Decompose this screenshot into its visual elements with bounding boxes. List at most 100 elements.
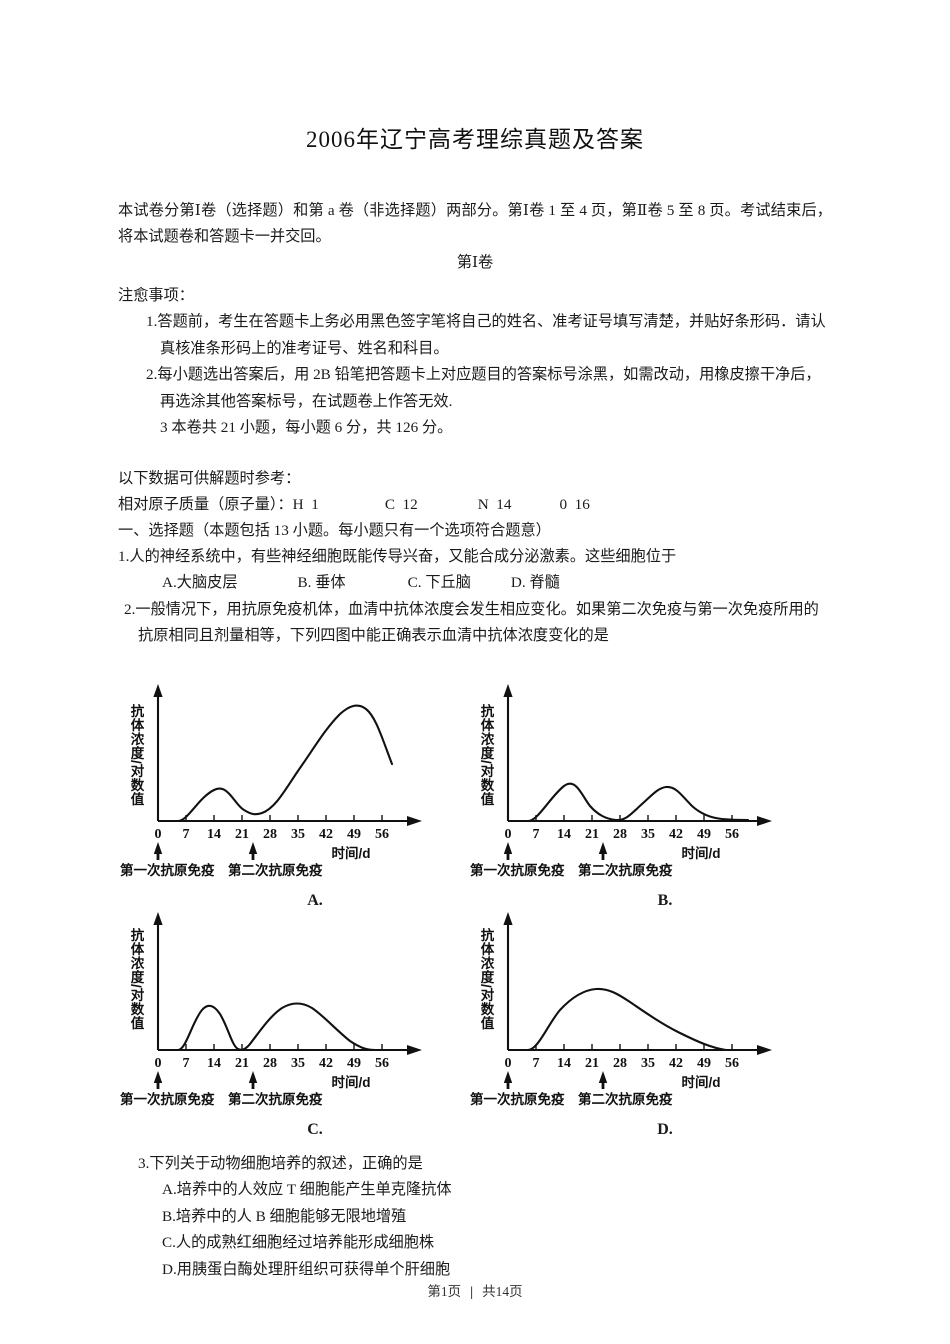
chart-c-tick-labels: 0 7 14 21 28 35 42 49 56 (155, 1056, 390, 1071)
figure-panel-b: 抗体浓度/对数值 (460, 676, 810, 910)
chart-d-second-immunization-label: 第二次抗原免疫 (578, 1091, 673, 1107)
atomic-mass-line: 相对原子质量（原子量）：H 1 C 12 N 14 0 16 (118, 492, 832, 518)
svg-text:7: 7 (533, 827, 540, 842)
chart-b-second-immunization-arrow (598, 841, 608, 854)
chart-c-svg: 抗体浓度/对数值 (120, 911, 422, 1107)
atomic-symbol-h: H (292, 495, 304, 513)
svg-text:42: 42 (669, 827, 683, 842)
note-item: 1.答题前，考生在答题卡上务必用黑色签字笔将自己的姓名、准考证号填写清楚，并贴好… (146, 313, 826, 357)
figure-panel-a: 抗体浓度/对数值 (110, 676, 460, 910)
chart-a-first-immunization-label: 第一次抗原免疫 (120, 862, 215, 878)
svg-text:49: 49 (697, 827, 711, 842)
svg-text:56: 56 (725, 1056, 739, 1071)
svg-text:7: 7 (533, 1056, 540, 1071)
atomic-value-h: 1 (311, 495, 319, 513)
question-1-options: A.大脑皮层 B. 垂体 C. 下丘脑 D. 脊髓 (118, 570, 832, 597)
question-1: 1.人的神经系统中，有些神经细胞既能传导兴奋，又能合成分泌激素。这些细胞位于 A… (118, 544, 832, 597)
svg-text:56: 56 (375, 1056, 389, 1071)
chart-b-annotation-labels: 第一次抗原免疫 第二次抗原免疫 (470, 862, 673, 878)
reference-section: 以下数据可供解题时参考： 相对原子质量（原子量）：H 1 C 12 N 14 0 16… (118, 466, 832, 544)
figure-panel-d: 抗体浓度/对数值 (460, 910, 810, 1139)
chart-d-first-immunization-label: 第一次抗原免疫 (470, 1091, 565, 1107)
question-3-stem: 3.下列关于动物细胞培养的叙述，正确的是 (138, 1154, 423, 1172)
reference-label: 以下数据可供解题时参考： (118, 469, 301, 487)
chart-b-tick-labels: 0 7 14 21 28 35 42 49 56 (505, 827, 740, 842)
chart-d-second-immunization-arrow (598, 1070, 608, 1083)
option-a[interactable]: A.大脑皮层 (162, 574, 238, 591)
question-2-stem: 2.一般情况下，用抗原免疫机体，血清中抗体浓度会发生相应变化。如果第二次免疫与第… (124, 600, 819, 645)
footer-current-page: 第1页 (427, 1284, 462, 1299)
antibody-concentration-figures: 抗体浓度/对数值 (110, 676, 810, 1139)
question-3-option-c[interactable]: C.人的成熟红细胞经过培养能形成细胞株 (162, 1234, 435, 1251)
chart-c-first-immunization-label: 第一次抗原免疫 (120, 1091, 215, 1107)
section-one-header: 一、选择题（本题包括 13 小题。每小题只有一个选项符合题意） (118, 521, 551, 539)
svg-text:0: 0 (155, 827, 162, 842)
chart-c-ylabel: 抗体浓度/对数值 (129, 926, 145, 1029)
chart-a-immunization-markers (153, 841, 258, 860)
svg-text:14: 14 (557, 827, 571, 842)
svg-text:35: 35 (641, 827, 655, 842)
chart-c-annotation-labels: 第一次抗原免疫 第二次抗原免疫 (120, 1091, 323, 1107)
svg-text:49: 49 (347, 1056, 361, 1071)
atomic-symbol-o: 0 (559, 495, 568, 513)
chart-d-panel-letter: D. (657, 1120, 673, 1138)
chart-b-y-arrowhead (503, 683, 513, 697)
svg-text:49: 49 (697, 1056, 711, 1071)
chart-c-panel-letter: C. (307, 1120, 323, 1138)
chart-b-curve (526, 782, 750, 822)
svg-text:14: 14 (207, 1056, 221, 1071)
chart-a-second-immunization-label: 第二次抗原免疫 (228, 862, 323, 878)
svg-text:21: 21 (585, 827, 599, 842)
svg-text:7: 7 (183, 827, 190, 842)
svg-text:21: 21 (235, 827, 249, 842)
atomic-value-c: 12 (402, 495, 418, 513)
svg-text:35: 35 (291, 1056, 305, 1071)
chart-b-first-immunization-arrow (503, 841, 513, 854)
chart-b-x-arrowhead (757, 815, 772, 826)
option-c[interactable]: C. 下丘脑 (407, 574, 471, 591)
svg-text:28: 28 (263, 827, 277, 842)
footer-total-pages: 共14页 (482, 1284, 523, 1299)
svg-text:56: 56 (375, 827, 389, 842)
chart-d-tick-labels: 0 7 14 21 28 35 42 49 56 (505, 1056, 740, 1071)
svg-text:0: 0 (505, 1056, 512, 1071)
svg-text:21: 21 (585, 1056, 599, 1071)
svg-text:14: 14 (557, 1056, 571, 1071)
atomic-value-n: 14 (496, 495, 512, 513)
chart-a-annotation-labels: 第一次抗原免疫 第二次抗原免疫 (120, 862, 323, 878)
chart-c-immunization-markers (153, 1070, 258, 1089)
question-3: 3.下列关于动物细胞培养的叙述，正确的是 A.培养中的人效应 T 细胞能产生单克… (118, 1151, 832, 1284)
atomic-symbol-n: N (477, 495, 489, 513)
chart-a-second-immunization-arrow (248, 841, 258, 854)
svg-text:56: 56 (725, 827, 739, 842)
chart-c-xticks (185, 1043, 383, 1050)
chart-d-x-arrowhead (757, 1044, 772, 1055)
footer-separator: | (470, 1284, 474, 1299)
option-b[interactable]: B. 垂体 (297, 574, 346, 591)
svg-text:35: 35 (291, 827, 305, 842)
question-3-option-a[interactable]: A.培养中的人效应 T 细胞能产生单克隆抗体 (162, 1181, 452, 1198)
svg-text:49: 49 (347, 827, 361, 842)
chart-d-xlabel: 时间/d (682, 1074, 721, 1090)
option-d[interactable]: D. 脊髓 (510, 574, 560, 591)
intro-paragraph: 本试卷分第Ⅰ卷（选择题）和第 a 卷（非选择题）两部分。第Ⅰ卷 1 至 4 页，… (118, 202, 832, 245)
chart-b-svg: 抗体浓度/对数值 (470, 683, 772, 878)
page-footer: 第1页 | 共14页 (0, 1280, 950, 1300)
chart-a-panel-letter: A. (307, 891, 323, 909)
chart-c-second-immunization-arrow (248, 1070, 258, 1083)
chart-a-x-arrowhead (407, 815, 422, 826)
chart-b-second-immunization-label: 第二次抗原免疫 (578, 862, 673, 878)
question-2: 2.一般情况下，用抗原免疫机体，血清中抗体浓度会发生相应变化。如果第二次免疫与第… (118, 597, 832, 650)
question-3-option-b[interactable]: B.培养中的人 B 细胞能够无限地增殖 (162, 1207, 407, 1225)
figure-row-bottom: 抗体浓度/对数值 (110, 910, 810, 1139)
notes-section: 注愈事项： 1.答题前，考生在答题卡上务必用黑色签字笔将自己的姓名、准考证号填写… (118, 283, 832, 442)
chart-d-annotation-labels: 第一次抗原免疫 第二次抗原免疫 (470, 1091, 673, 1107)
chart-a-y-arrowhead (153, 683, 163, 697)
chart-d-immunization-markers (503, 1070, 608, 1089)
svg-text:0: 0 (155, 1056, 162, 1071)
atomic-mass-label: 相对原子质量（原子量）： (118, 495, 293, 513)
chart-a-ylabel: 抗体浓度/对数值 (129, 702, 145, 805)
question-3-option-d[interactable]: D.用胰蛋白酶处理肝组织可获得单个肝细胞 (162, 1260, 451, 1278)
svg-text:14: 14 (207, 827, 221, 842)
